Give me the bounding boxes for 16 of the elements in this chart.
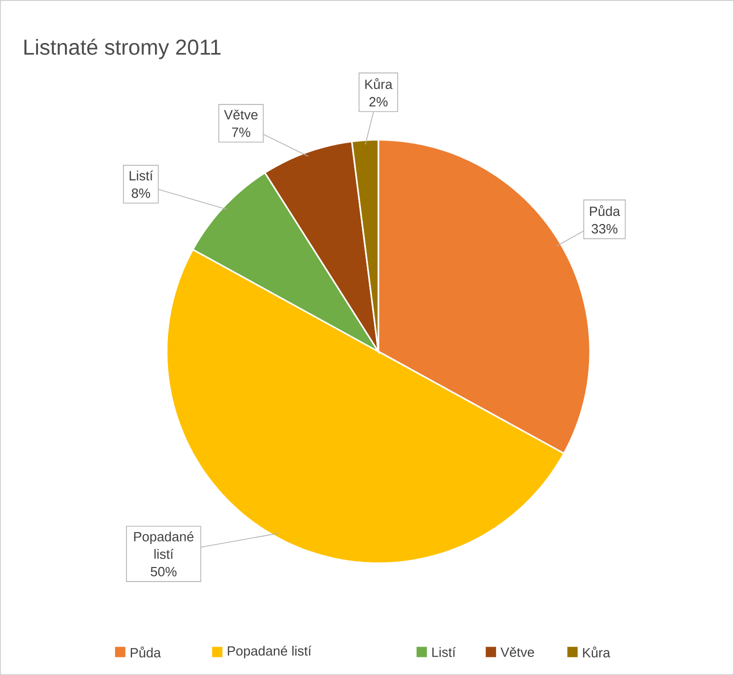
data-label: 2% (369, 96, 388, 106)
legend-label: Popadané listí (228, 646, 312, 658)
slice-label: Listí (130, 170, 154, 180)
slice-label: Půda (590, 205, 620, 216)
legend-label: Půda (130, 646, 161, 658)
legend-label: Větve (500, 646, 534, 657)
data-label: 8% (132, 188, 150, 198)
data-label: 50% (150, 566, 176, 576)
legend-label: Kůra (583, 646, 610, 658)
data-label: 7% (232, 128, 250, 137)
chart-title: Listnaté stromy 2011 (24, 38, 221, 60)
slice-label: Popadané listí (134, 531, 194, 559)
slice-label: Větve (224, 110, 258, 120)
data-label: 33% (592, 224, 618, 234)
slice-label: Kůra (365, 78, 392, 89)
legend-label: Listí (432, 646, 456, 657)
